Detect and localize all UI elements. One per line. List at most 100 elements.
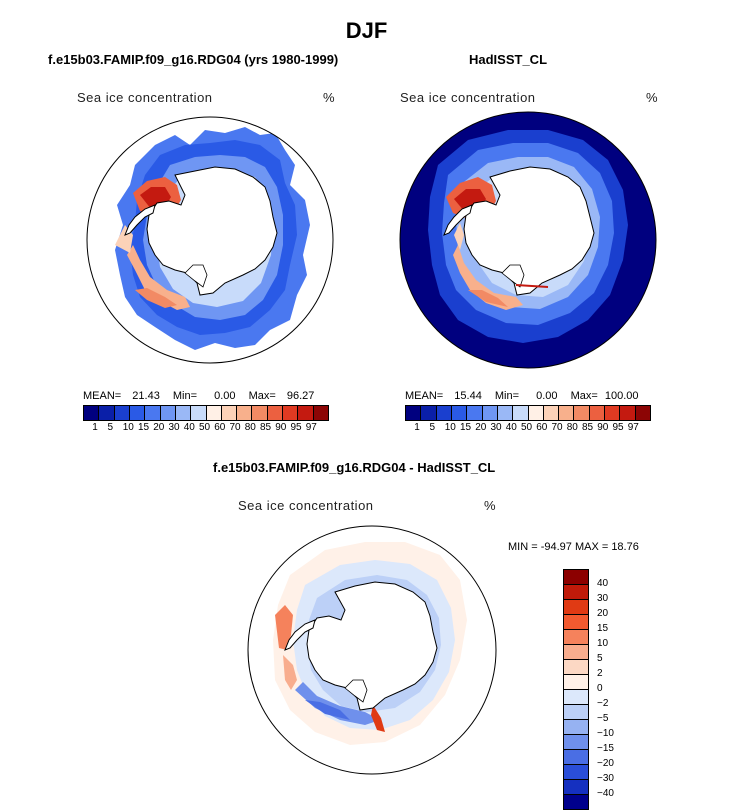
colorbar-tick-label: 20 [597,608,609,619]
colorbar-swatch [313,406,328,420]
colorbar-tick-label: −2 [597,698,609,709]
panel1-colorbar [83,405,329,421]
colorbar-tick-label: 10 [444,422,456,433]
panel3-minmax: MIN = -94.97 MAX = 18.76 [508,541,639,553]
colorbar-tick-label: 95 [290,422,302,433]
colorbar-swatch [528,406,544,420]
panel1-units-label: % [323,90,336,105]
colorbar-swatch [564,570,588,585]
colorbar-swatch [564,645,588,660]
colorbar-tick-label: 40 [597,578,609,589]
colorbar-tick-label: 85 [260,422,272,433]
colorbar-swatch [298,406,314,420]
colorbar-tick-label: 40 [505,422,517,433]
colorbar-swatch [564,600,588,615]
colorbar-swatch [252,406,268,420]
colorbar-swatch [564,615,588,630]
colorbar-swatch [99,406,115,420]
colorbar-swatch [451,406,468,420]
page-title: DJF [345,18,388,43]
colorbar-swatch [175,406,192,420]
panel3-title: f.e15b03.FAMIP.f09_g16.RDG04 - HadISST_C… [213,460,496,475]
colorbar-tick-label: 80 [244,422,256,433]
colorbar-tick-label: −30 [597,773,614,784]
colorbar-swatch [129,406,146,420]
colorbar-tick-label: 50 [199,422,211,433]
colorbar-tick-label: 80 [566,422,578,433]
panel2-colorbar-labels: 1 5 10 15 20 30 40 50 60 70 80 85 90 95 97 [405,422,651,436]
panel1-mean-value: 21.43 [132,390,160,402]
colorbar-tick-label: 60 [536,422,548,433]
colorbar-swatch [406,406,422,420]
colorbar-tick-label: 70 [551,422,563,433]
colorbar-swatch [620,406,636,420]
colorbar-tick-label: 90 [597,422,609,433]
colorbar-tick-label: −15 [597,743,614,754]
colorbar-tick-label: 15 [460,422,472,433]
colorbar-swatch [267,406,284,420]
panel1-variable-label: Sea ice concentration [77,90,213,105]
panel2-min-label: Min= [494,390,520,402]
colorbar-swatch [482,406,498,420]
colorbar-swatch [635,406,650,420]
panel1-min-value: 0.00 [214,390,236,402]
colorbar-swatch [114,406,130,420]
colorbar-tick-label: 30 [168,422,180,433]
panel2-mean-label: MEAN= [405,390,444,402]
colorbar-swatch [283,406,299,420]
colorbar-swatch [564,795,588,809]
colorbar-tick-label: −5 [597,713,609,724]
colorbar-tick-label: 5 [597,653,603,664]
colorbar-tick-label: 90 [275,422,287,433]
panel3-variable-label: Sea ice concentration [238,498,374,513]
panel2-title: HadISST_CL [469,52,548,67]
colorbar-tick-label: 15 [138,422,150,433]
colorbar-swatch [564,585,588,600]
colorbar-tick-label: 2 [597,668,603,679]
colorbar-swatch [564,765,588,780]
colorbar-swatch [191,406,207,420]
colorbar-tick-label: 15 [597,623,609,634]
colorbar-swatch [221,406,238,420]
colorbar-tick-label: 10 [122,422,134,433]
colorbar-swatch [206,406,222,420]
panel1-mean-label: MEAN= [83,390,122,402]
colorbar-swatch [436,406,452,420]
colorbar-swatch [564,750,588,765]
panel2-min-value: 0.00 [536,390,558,402]
colorbar-tick-label: 70 [229,422,241,433]
colorbar-tick-label: 30 [597,593,609,604]
panel2-units-label: % [646,90,659,105]
panel1-max-label: Max= [248,390,276,402]
panel1-title: f.e15b03.FAMIP.f09_g16.RDG04 (yrs 1980-1… [48,52,339,67]
colorbar-swatch [160,406,176,420]
panel2-max-label: Max= [570,390,598,402]
panel2-map [399,111,657,369]
colorbar-tick-label: −20 [597,758,614,769]
colorbar-swatch [84,406,100,420]
colorbar-swatch [589,406,606,420]
colorbar-tick-label: 60 [214,422,226,433]
colorbar-swatch [574,406,590,420]
panel1-max-value: 96.27 [286,390,315,402]
colorbar-swatch [145,406,161,420]
colorbar-tick-label: 30 [490,422,502,433]
colorbar-tick-label: −40 [597,788,614,799]
colorbar-tick-label: 20 [153,422,165,433]
colorbar-tick-label: 1 [92,422,98,433]
colorbar-tick-label: 0 [597,683,603,694]
colorbar-tick-label: 40 [183,422,195,433]
colorbar-swatch [564,630,588,645]
panel1-min-label: Min= [172,390,198,402]
panel1-map [86,116,334,364]
panel2-colorbar [405,405,651,421]
colorbar-swatch [513,406,529,420]
colorbar-swatch [237,406,253,420]
colorbar-tick-label: 85 [582,422,594,433]
colorbar-tick-label: 97 [305,422,317,433]
colorbar-tick-label: 5 [107,422,114,433]
colorbar-swatch [564,675,588,690]
colorbar-tick-label: −10 [597,728,614,739]
colorbar-swatch [564,735,588,750]
colorbar-tick-label: 97 [627,422,639,433]
